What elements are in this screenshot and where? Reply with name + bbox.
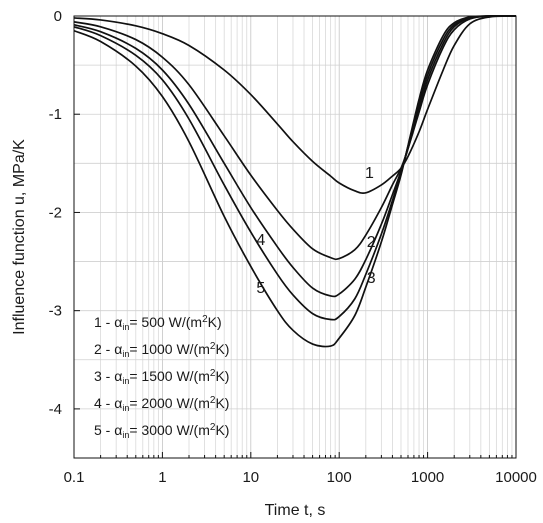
curve-label-2: 2 bbox=[367, 234, 376, 251]
legend-entry-2: 2 - αin= 1000 W/(m2K) bbox=[94, 341, 229, 359]
y-tick-label: 0 bbox=[54, 8, 62, 25]
legend: 1 - αin= 500 W/(m2K) 2 - αin= 1000 W/(m2K… bbox=[94, 314, 229, 440]
legend-entry-5: 5 - αin= 3000 W/(m2K) bbox=[94, 422, 229, 440]
series-1-line bbox=[73, 15, 517, 194]
curve-label-3: 3 bbox=[367, 270, 376, 287]
series-5-line bbox=[73, 15, 517, 348]
series-2-line bbox=[73, 14, 517, 261]
curve-label-5: 5 bbox=[256, 280, 265, 297]
legend-entry-4: 4 - αin= 2000 W/(m2K) bbox=[94, 395, 229, 413]
legend-entry-3: 3 - αin= 1500 W/(m2K) bbox=[94, 368, 229, 386]
y-tick-label: -4 bbox=[49, 401, 62, 418]
axis-ticks: 0.1 1 10 100 1000 10000 0 -1 -2 -3 -4 bbox=[49, 8, 537, 486]
x-tick-label: 10000 bbox=[495, 469, 537, 486]
x-tick-label: 10 bbox=[242, 469, 259, 486]
x-axis-label: Time t, s bbox=[265, 502, 326, 519]
curve-label-1: 1 bbox=[365, 165, 374, 182]
series-4-line bbox=[73, 15, 517, 321]
x-tick-label: 1000 bbox=[411, 469, 444, 486]
curve-labels: 1 2 3 4 5 bbox=[256, 165, 375, 297]
series-3-line bbox=[73, 15, 517, 298]
y-tick-label: -1 bbox=[49, 106, 62, 123]
y-tick-label: -3 bbox=[49, 303, 62, 320]
x-tick-label: 0.1 bbox=[64, 469, 85, 486]
x-tick-label: 100 bbox=[327, 469, 352, 486]
series-curves bbox=[73, 14, 517, 348]
y-axis-label: Influence function u, MPa/K bbox=[11, 139, 28, 335]
plot-frame bbox=[73, 15, 517, 459]
x-tick-label: 1 bbox=[158, 469, 166, 486]
legend-entry-1: 1 - αin= 500 W/(m2K) bbox=[94, 314, 222, 332]
grid-lines bbox=[74, 16, 516, 458]
y-tick-label: -2 bbox=[49, 204, 62, 221]
curve-label-4: 4 bbox=[256, 232, 265, 249]
